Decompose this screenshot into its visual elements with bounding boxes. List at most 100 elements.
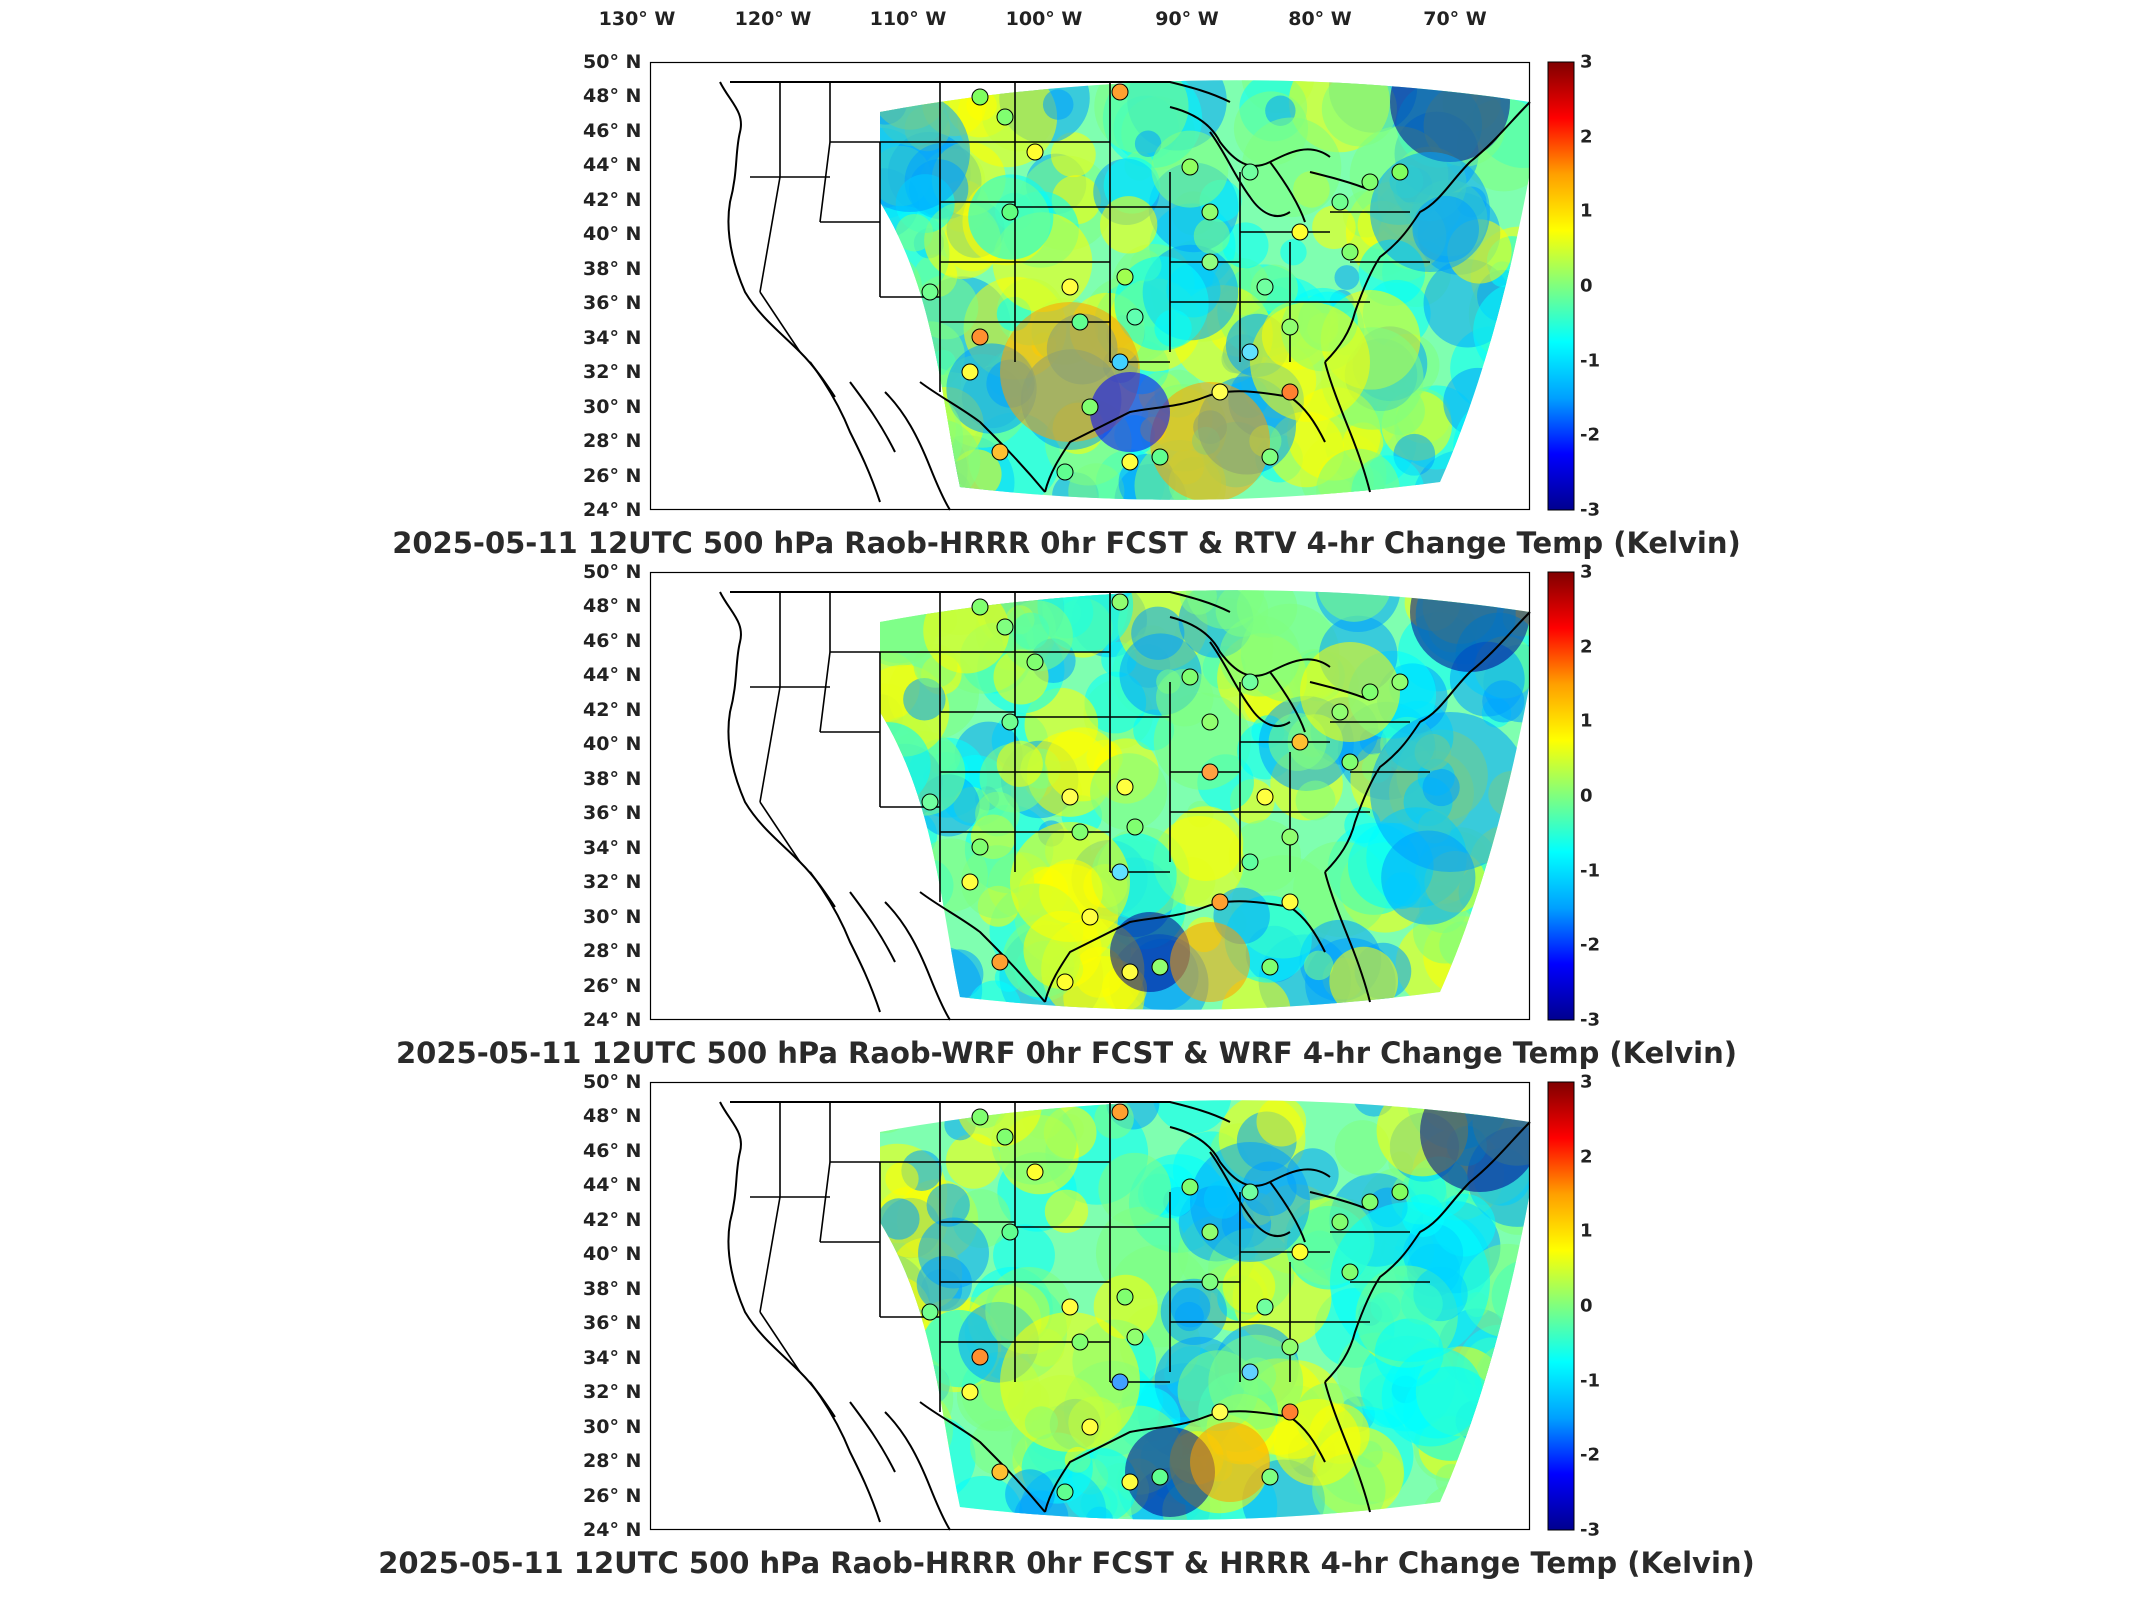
raob-station-marker <box>1211 383 1229 401</box>
raob-station-marker <box>1121 1473 1139 1491</box>
raob-station-marker <box>991 1463 1009 1481</box>
field-blob <box>1250 302 1370 422</box>
lat-label: 30° N <box>583 395 642 418</box>
lat-label: 32° N <box>583 1381 642 1404</box>
field-blob <box>1190 1142 1310 1262</box>
raob-station-marker <box>1111 353 1129 371</box>
lat-label: 28° N <box>583 1450 642 1473</box>
raob-station-marker <box>1081 908 1099 926</box>
lat-label: 30° N <box>583 905 642 928</box>
raob-station-marker <box>1261 448 1279 466</box>
field-blob <box>1131 606 1185 660</box>
raob-station-marker <box>971 328 989 346</box>
state-border <box>759 176 781 293</box>
coastline <box>1324 101 1531 363</box>
coastline <box>719 81 836 398</box>
raob-station-marker <box>1061 278 1079 296</box>
field-blob <box>1321 80 1397 147</box>
lat-label: 44° N <box>583 1174 642 1197</box>
field-blob <box>903 678 946 721</box>
field-blob <box>1156 669 1181 694</box>
raob-station-marker <box>1281 318 1299 336</box>
coastline <box>1209 131 1291 217</box>
raob-station-marker <box>1291 1243 1309 1261</box>
lat-label: 40° N <box>583 733 642 756</box>
lat-label: 50° N <box>583 51 642 73</box>
raob-station-marker <box>1056 463 1074 481</box>
colorbar-tick-label: 1 <box>1580 200 1593 222</box>
colorbar-tick-label: 0 <box>1580 785 1593 807</box>
lat-label: 32° N <box>583 871 642 894</box>
field-blob <box>880 1198 920 1240</box>
map-panel: 50° N 48° N 46° N 44° N 42° N 40° N 38° N 36° N… <box>0 51 2133 562</box>
lon-label-80w: 80° W <box>1288 8 1352 30</box>
longitude-axis: 130° W 120° W 110° W 100° W 90° W 80° W … <box>0 0 2133 40</box>
lon-label-70w: 70° W <box>1423 8 1487 30</box>
raob-station-marker <box>996 108 1014 126</box>
field-blob <box>1154 309 1192 347</box>
colorbar <box>1547 1081 1575 1531</box>
raob-station-marker <box>1361 683 1379 701</box>
coastline <box>884 1411 951 1531</box>
field-blob <box>1062 1447 1138 1520</box>
state-border <box>819 141 831 223</box>
map-panel: 50° N 48° N 46° N 44° N 42° N 40° N 38° N 36° N… <box>0 561 2133 1072</box>
lat-label: 48° N <box>583 1105 642 1128</box>
lat-label: 32° N <box>583 361 642 384</box>
coastline <box>809 361 881 503</box>
raob-station-marker <box>1211 893 1229 911</box>
field-blob <box>1334 265 1360 290</box>
raob-station-marker <box>1341 1263 1359 1281</box>
colorbar-tick-label: 2 <box>1580 126 1593 148</box>
state-border <box>819 651 831 733</box>
raob-station-marker <box>1291 223 1309 241</box>
raob-station-marker <box>1081 1418 1099 1436</box>
colorbar-tick-label: 1 <box>1580 1220 1593 1242</box>
coastline <box>980 81 1231 103</box>
raob-station-marker <box>1331 1213 1349 1231</box>
raob-station-marker <box>971 88 989 106</box>
raob-station-marker <box>1151 958 1169 976</box>
field-blob <box>1215 590 1269 637</box>
lat-label: 40° N <box>583 1243 642 1266</box>
lat-label: 42° N <box>583 698 642 721</box>
raob-station-marker <box>1126 308 1144 326</box>
raob-station-marker <box>1056 973 1074 991</box>
coastline <box>1324 361 1371 493</box>
field-blob <box>1410 590 1530 672</box>
state-border <box>759 1196 781 1313</box>
lat-label: 36° N <box>583 1312 642 1335</box>
panel-title: 2025-05-11 12UTC 500 hPa Raob-HRRR 0hr F… <box>392 526 1741 560</box>
lat-label: 36° N <box>583 292 642 315</box>
colorbar-tick-label: 2 <box>1580 636 1593 658</box>
raob-station-marker <box>1201 203 1219 221</box>
lat-label: 42° N <box>583 1208 642 1231</box>
field-blob <box>1303 950 1334 981</box>
field-blob <box>1295 780 1336 821</box>
colorbar <box>1547 571 1575 1021</box>
coastline <box>1324 1121 1531 1383</box>
field-blob <box>1044 1189 1089 1234</box>
field-blob <box>1160 1278 1227 1345</box>
colorbar-tick-label: -3 <box>1580 1519 1600 1541</box>
field-blob <box>970 1419 1026 1475</box>
raob-station-marker <box>1001 713 1019 731</box>
lon-label-90w: 90° W <box>1155 8 1219 30</box>
field-blob <box>1010 822 1130 942</box>
raob-station-marker <box>1256 1298 1274 1316</box>
raob-station-marker <box>1361 1193 1379 1211</box>
field-blob <box>1370 152 1490 272</box>
raob-station-marker <box>1121 963 1139 981</box>
coastline <box>719 591 836 908</box>
raob-station-marker <box>1151 1468 1169 1486</box>
raob-station-marker <box>1116 268 1134 286</box>
raob-station-marker <box>971 1108 989 1126</box>
field-blob <box>916 1256 972 1312</box>
temperature-field <box>880 80 1530 500</box>
raob-station-marker <box>1081 398 1099 416</box>
raob-station-marker <box>1241 163 1259 181</box>
lon-label-120w: 120° W <box>734 8 812 30</box>
lon-label-100w: 100° W <box>1005 8 1083 30</box>
lat-label: 44° N <box>583 664 642 687</box>
lat-label: 34° N <box>583 326 642 349</box>
